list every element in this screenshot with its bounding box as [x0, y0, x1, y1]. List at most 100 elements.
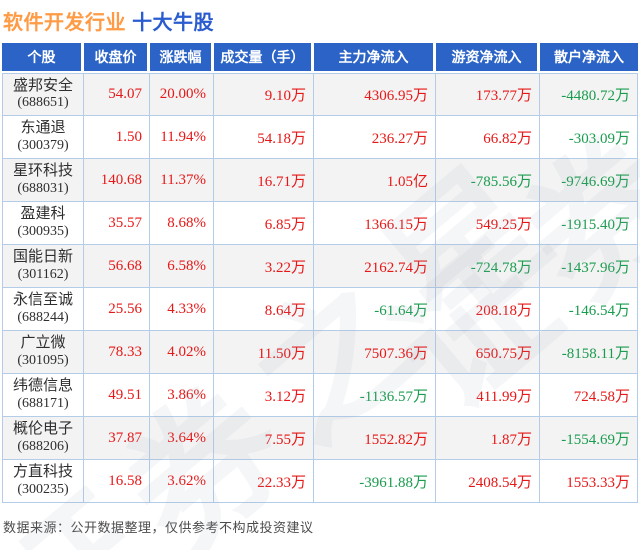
retail-inflow-cell: -1437.96万 [540, 245, 638, 288]
stock-table-body: 盛邦安全 (688651) 54.07 20.00% 9.10万 4306.95万 173.… [2, 73, 638, 503]
change-cell: 3.86% [150, 374, 214, 417]
change-cell: 3.62% [150, 460, 214, 503]
change-cell: 4.33% [150, 288, 214, 331]
stock-code: (688244) [17, 309, 69, 325]
speculative-inflow-cell: 650.75万 [436, 331, 540, 374]
speculative-inflow-cell: 208.18万 [436, 288, 540, 331]
main-inflow-cell: 1552.82万 [314, 417, 436, 460]
stock-name: 概伦电子 [12, 421, 73, 438]
volume-cell: 9.10万 [214, 73, 314, 116]
col-header-retail-inflow: 散户净流入 [540, 43, 638, 73]
stock-name: 盛邦安全 [12, 77, 73, 94]
stock-cell: 永信至诚 (688244) [2, 288, 84, 331]
stock-name: 盈建科 [20, 206, 66, 223]
stock-cell: 方直科技 (300235) [2, 460, 84, 503]
main-inflow-cell: 1.05亿 [314, 159, 436, 202]
volume-cell: 11.50万 [214, 331, 314, 374]
volume-cell: 22.33万 [214, 460, 314, 503]
speculative-inflow-cell: -785.56万 [436, 159, 540, 202]
speculative-inflow-cell: 411.99万 [436, 374, 540, 417]
stock-name: 国能日新 [12, 249, 73, 266]
stock-code: (300379) [17, 137, 69, 153]
retail-inflow-cell: 1553.33万 [540, 460, 638, 503]
table-row: 方直科技 (300235) 16.58 3.62% 22.33万 -3961.88万 240… [2, 460, 638, 503]
stock-cell: 东通退 (300379) [2, 116, 84, 159]
stock-code: (300935) [17, 223, 69, 239]
main-inflow-cell: 236.27万 [314, 116, 436, 159]
stock-cell: 概伦电子 (688206) [2, 417, 84, 460]
stock-cell: 盈建科 (300935) [2, 202, 84, 245]
stock-cell: 盛邦安全 (688651) [2, 73, 84, 116]
table-row: 星环科技 (688031) 140.68 11.37% 16.71万 1.05亿 -785.… [2, 159, 638, 202]
main-inflow-cell: -1136.57万 [314, 374, 436, 417]
speculative-inflow-cell: 1.87万 [436, 417, 540, 460]
stock-name: 广立微 [20, 335, 66, 352]
main-inflow-cell: 7507.36万 [314, 331, 436, 374]
speculative-inflow-cell: 173.77万 [436, 73, 540, 116]
close-cell: 49.51 [84, 374, 150, 417]
source-note: 数据来源：公开数据整理，仅供参考不构成投资建议 [3, 520, 314, 535]
main-inflow-cell: -3961.88万 [314, 460, 436, 503]
change-cell: 8.68% [150, 202, 214, 245]
main-inflow-cell: -61.64万 [314, 288, 436, 331]
close-cell: 54.07 [84, 73, 150, 116]
table-row: 盈建科 (300935) 35.57 8.68% 6.85万 1366.15万 549.25… [2, 202, 638, 245]
volume-cell: 16.71万 [214, 159, 314, 202]
retail-inflow-cell: -303.09万 [540, 116, 638, 159]
table-header: 个股 收盘价 涨跌幅 成交量（手） 主力净流入 游资净流入 散户净流入 [2, 43, 638, 73]
volume-cell: 3.12万 [214, 374, 314, 417]
table-row: 纬德信息 (688171) 49.51 3.86% 3.12万 -1136.57万 411.… [2, 374, 638, 417]
change-cell: 3.64% [150, 417, 214, 460]
stock-name: 东通退 [20, 120, 66, 137]
retail-inflow-cell: -146.54万 [540, 288, 638, 331]
volume-cell: 54.18万 [214, 116, 314, 159]
volume-cell: 8.64万 [214, 288, 314, 331]
volume-cell: 6.85万 [214, 202, 314, 245]
col-header-change: 涨跌幅 [150, 43, 214, 73]
stock-code: (300235) [17, 481, 69, 497]
stock-code: (688171) [17, 395, 69, 411]
page-title-highlight: 十大牛股 [132, 12, 215, 34]
retail-inflow-cell: -1915.40万 [540, 202, 638, 245]
stocks-table: 个股 收盘价 涨跌幅 成交量（手） 主力净流入 游资净流入 散户净流入 盛邦安全… [2, 43, 638, 503]
table-row: 东通退 (300379) 1.50 11.94% 54.18万 236.27万 66.82万… [2, 116, 638, 159]
retail-inflow-cell: -1554.69万 [540, 417, 638, 460]
change-cell: 11.37% [150, 159, 214, 202]
stock-name: 方直科技 [12, 464, 73, 481]
stock-code: (688651) [17, 95, 69, 111]
stock-cell: 星环科技 (688031) [2, 159, 84, 202]
close-cell: 56.68 [84, 245, 150, 288]
close-cell: 78.33 [84, 331, 150, 374]
retail-inflow-cell: -8158.11万 [540, 331, 638, 374]
stock-name: 永信至诚 [12, 292, 73, 309]
speculative-inflow-cell: 66.82万 [436, 116, 540, 159]
change-cell: 11.94% [150, 116, 214, 159]
stock-cell: 广立微 (301095) [2, 331, 84, 374]
retail-inflow-cell: -4480.72万 [540, 73, 638, 116]
stock-code: (688206) [17, 438, 69, 454]
close-cell: 37.87 [84, 417, 150, 460]
close-cell: 140.68 [84, 159, 150, 202]
col-header-speculative-inflow: 游资净流入 [436, 43, 540, 73]
table-row: 国能日新 (301162) 56.68 6.58% 3.22万 2162.74万 -724.… [2, 245, 638, 288]
stock-name: 星环科技 [12, 163, 73, 180]
change-cell: 6.58% [150, 245, 214, 288]
col-header-volume: 成交量（手） [214, 43, 314, 73]
page-title-industry: 软件开发行业 [3, 12, 126, 34]
speculative-inflow-cell: 549.25万 [436, 202, 540, 245]
stock-code: (688031) [17, 180, 69, 196]
main-inflow-cell: 1366.15万 [314, 202, 436, 245]
close-cell: 1.50 [84, 116, 150, 159]
retail-inflow-cell: 724.58万 [540, 374, 638, 417]
change-cell: 20.00% [150, 73, 214, 116]
table-row: 盛邦安全 (688651) 54.07 20.00% 9.10万 4306.95万 173.… [2, 73, 638, 116]
close-cell: 16.58 [84, 460, 150, 503]
stock-name: 纬德信息 [12, 378, 73, 395]
main-inflow-cell: 4306.95万 [314, 73, 436, 116]
volume-cell: 3.22万 [214, 245, 314, 288]
table-row: 广立微 (301095) 78.33 4.02% 11.50万 7507.36万 650.7… [2, 331, 638, 374]
col-header-main-inflow: 主力净流入 [314, 43, 436, 73]
stock-cell: 纬德信息 (688171) [2, 374, 84, 417]
col-header-close: 收盘价 [84, 43, 150, 73]
